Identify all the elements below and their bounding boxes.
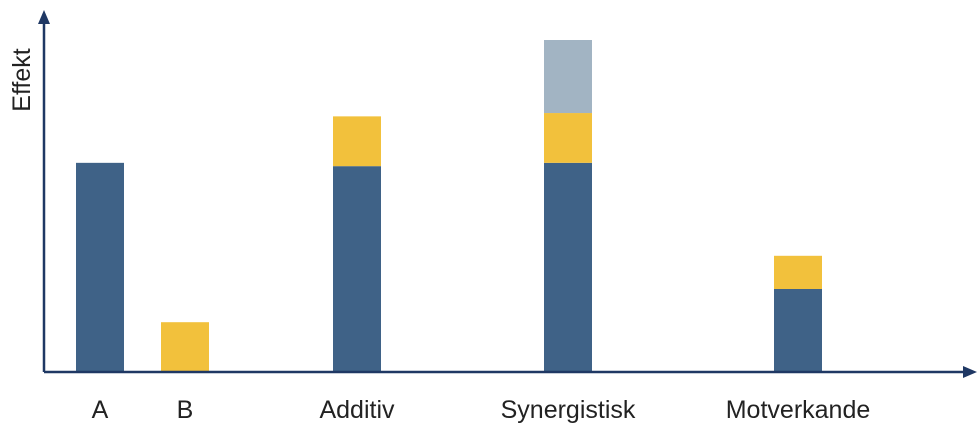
x-tick-label: Additiv	[319, 396, 395, 424]
bar-segment-2-synergistisk	[544, 113, 592, 163]
bar-segment-2-motverkande	[774, 255, 822, 289]
bar-segment-1-a	[76, 162, 124, 372]
bar-segment-1-additiv	[333, 166, 381, 372]
bar-segment-2-additiv	[333, 116, 381, 167]
x-tick-label: Motverkande	[726, 396, 871, 424]
bar-segment-1-synergistisk	[544, 162, 592, 372]
bar-segment-1-motverkande	[774, 289, 822, 372]
x-tick-label: A	[92, 396, 109, 424]
y-axis-arrow-icon	[38, 10, 50, 24]
bars-group	[76, 40, 822, 372]
x-tick-label: B	[177, 396, 194, 424]
y-axis-label: Effekt	[8, 48, 36, 112]
bar-segment-3-synergistisk	[544, 40, 592, 114]
x-tick-label: Synergistisk	[501, 396, 636, 424]
x-axis-arrow-icon	[963, 366, 977, 378]
bar-segment-2-b	[161, 322, 209, 372]
x-tick-labels: A B Additiv Synergistisk Motverkande	[92, 396, 871, 424]
